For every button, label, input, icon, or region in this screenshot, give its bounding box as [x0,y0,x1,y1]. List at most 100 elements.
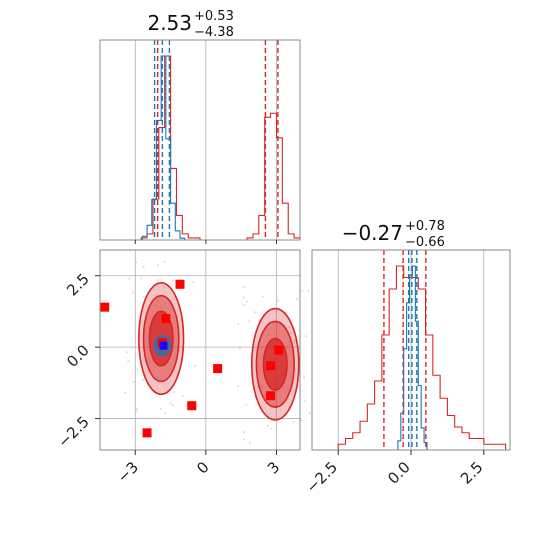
joint-sample-dot [142,265,145,268]
joint-sample-dot [148,361,152,364]
joint-sample-dot [127,360,130,363]
joint-sample-dot [131,346,134,349]
joint-marker-9 [274,345,284,355]
joint-sample-dots [124,260,311,444]
joint-sample-dot [162,285,166,288]
marginal_param1-title-lower-error: −4.38 [194,25,234,40]
joint-marker-6 [142,428,152,438]
joint-sample-dot [242,438,245,441]
marginal_param1-bg [100,40,300,240]
joint-marker-1 [175,279,185,289]
marginal_param2-xtick-label-2: 2.5 [457,458,487,488]
joint-sample-dot [270,427,273,430]
joint-sample-dot [169,402,172,405]
joint-sample-dot [135,408,138,411]
joint-sample-dot [156,278,159,282]
joint-sample-dot [192,280,195,284]
marginal_param2-series-1 [397,250,428,450]
joint-sample-dot [126,351,129,354]
joint-sample-dot [288,325,291,329]
joint-sample-dot [289,332,292,335]
marginal_param1-series-1 [141,40,186,240]
joint-sample-dot [261,295,265,298]
joint-sample-dot [293,339,296,342]
joint-sample-dot [266,424,270,427]
marginal_param2-title-lower-error: −0.66 [405,235,445,250]
joint-sample-dot [300,418,303,422]
joint-xtick-label-0: −3 [114,458,142,486]
joint-sample-dot [237,385,240,388]
joint-sample-dot [253,311,257,314]
joint-marker-4 [213,364,223,374]
joint-sample-dot [257,318,261,322]
joint-sample-dot [142,295,145,298]
joint-sample-dot [194,364,197,368]
marginal_param2-series-0 [337,250,507,450]
joint-sample-dot [257,365,260,368]
marginal_param2-xtick-label-1: 0.0 [384,458,414,488]
joint-sample-dot [242,431,245,434]
joint-marker-5 [187,401,197,411]
joint-blue-marker-0 [159,341,168,350]
joint-sample-dot [304,335,307,338]
joint-sample-dot [248,320,251,323]
marginal_param1-hist-1 [141,55,186,240]
marginal_param2-title-upper-error: +0.78 [405,219,445,234]
joint-sample-dot [156,299,159,303]
joint-sample-dot [124,391,127,394]
joint-xtick-label-2: 3 [264,458,283,477]
joint-marker-8 [266,391,276,401]
joint-xtick-label-1: 0 [193,458,212,477]
joint-sample-dot [164,412,167,415]
joint-sample-dot [135,261,138,264]
joint-sample-dot [260,385,264,388]
joint-ytick-label-1: 0.0 [63,341,93,371]
joint-sample-dot [304,400,307,403]
joint-sample-dot [292,421,295,424]
joint-sample-dot [131,291,135,294]
joint-sample-dot [128,277,131,280]
joint-sample-dot [277,299,280,302]
joint-sample-dot [238,347,241,350]
joint-ytick-label-0: −2.5 [54,413,92,451]
joint-sample-dot [142,378,145,382]
joint-sample-dot [242,303,245,306]
joint-sample-dot [140,277,143,280]
joint-sample-dot [301,289,304,292]
joint-border [99,249,301,451]
joint-sample-dot [292,341,296,344]
joint-sample-dot [159,305,163,308]
joint-sample-dot [135,410,138,413]
joint-marker-2 [161,314,171,324]
joint-sample-dot [136,368,139,371]
joint-sample-dot [173,391,176,394]
joint-sample-dot [248,441,252,444]
joint-contour-group-1 [250,307,300,421]
joint-sample-dot [243,286,246,289]
marginal_param2-hist-0 [337,265,507,450]
joint-ytick-label-2: 2.5 [63,270,93,300]
joint-sample-dot [132,380,135,384]
marginal_param1-title-value: 2.53 [147,11,192,35]
joint-sample-dot [181,394,185,397]
marginal_param2-title-value: −0.27 [342,221,403,245]
joint-sample-dot [295,298,299,301]
joint-sample-dot [172,279,175,282]
joint-sample-dot [287,340,291,343]
joint-sample-dot [171,404,175,407]
joint-sample-dot [159,407,162,411]
joint-sample-dot [307,289,310,292]
joint-marker-7 [266,361,276,371]
marginal_param2-xtick-label-0: −2.5 [303,458,341,496]
joint-marker-0 [100,302,110,312]
marginal_param1-border [99,39,301,241]
joint-sample-dot [237,322,240,326]
marginal_param1-title-upper-error: +0.53 [194,9,234,24]
joint-sample-dot [245,403,248,406]
joint-sample-dot [308,412,311,415]
joint-sample-dot [245,300,248,303]
joint-sample-dot [163,260,166,263]
joint-sample-dot [303,376,306,379]
